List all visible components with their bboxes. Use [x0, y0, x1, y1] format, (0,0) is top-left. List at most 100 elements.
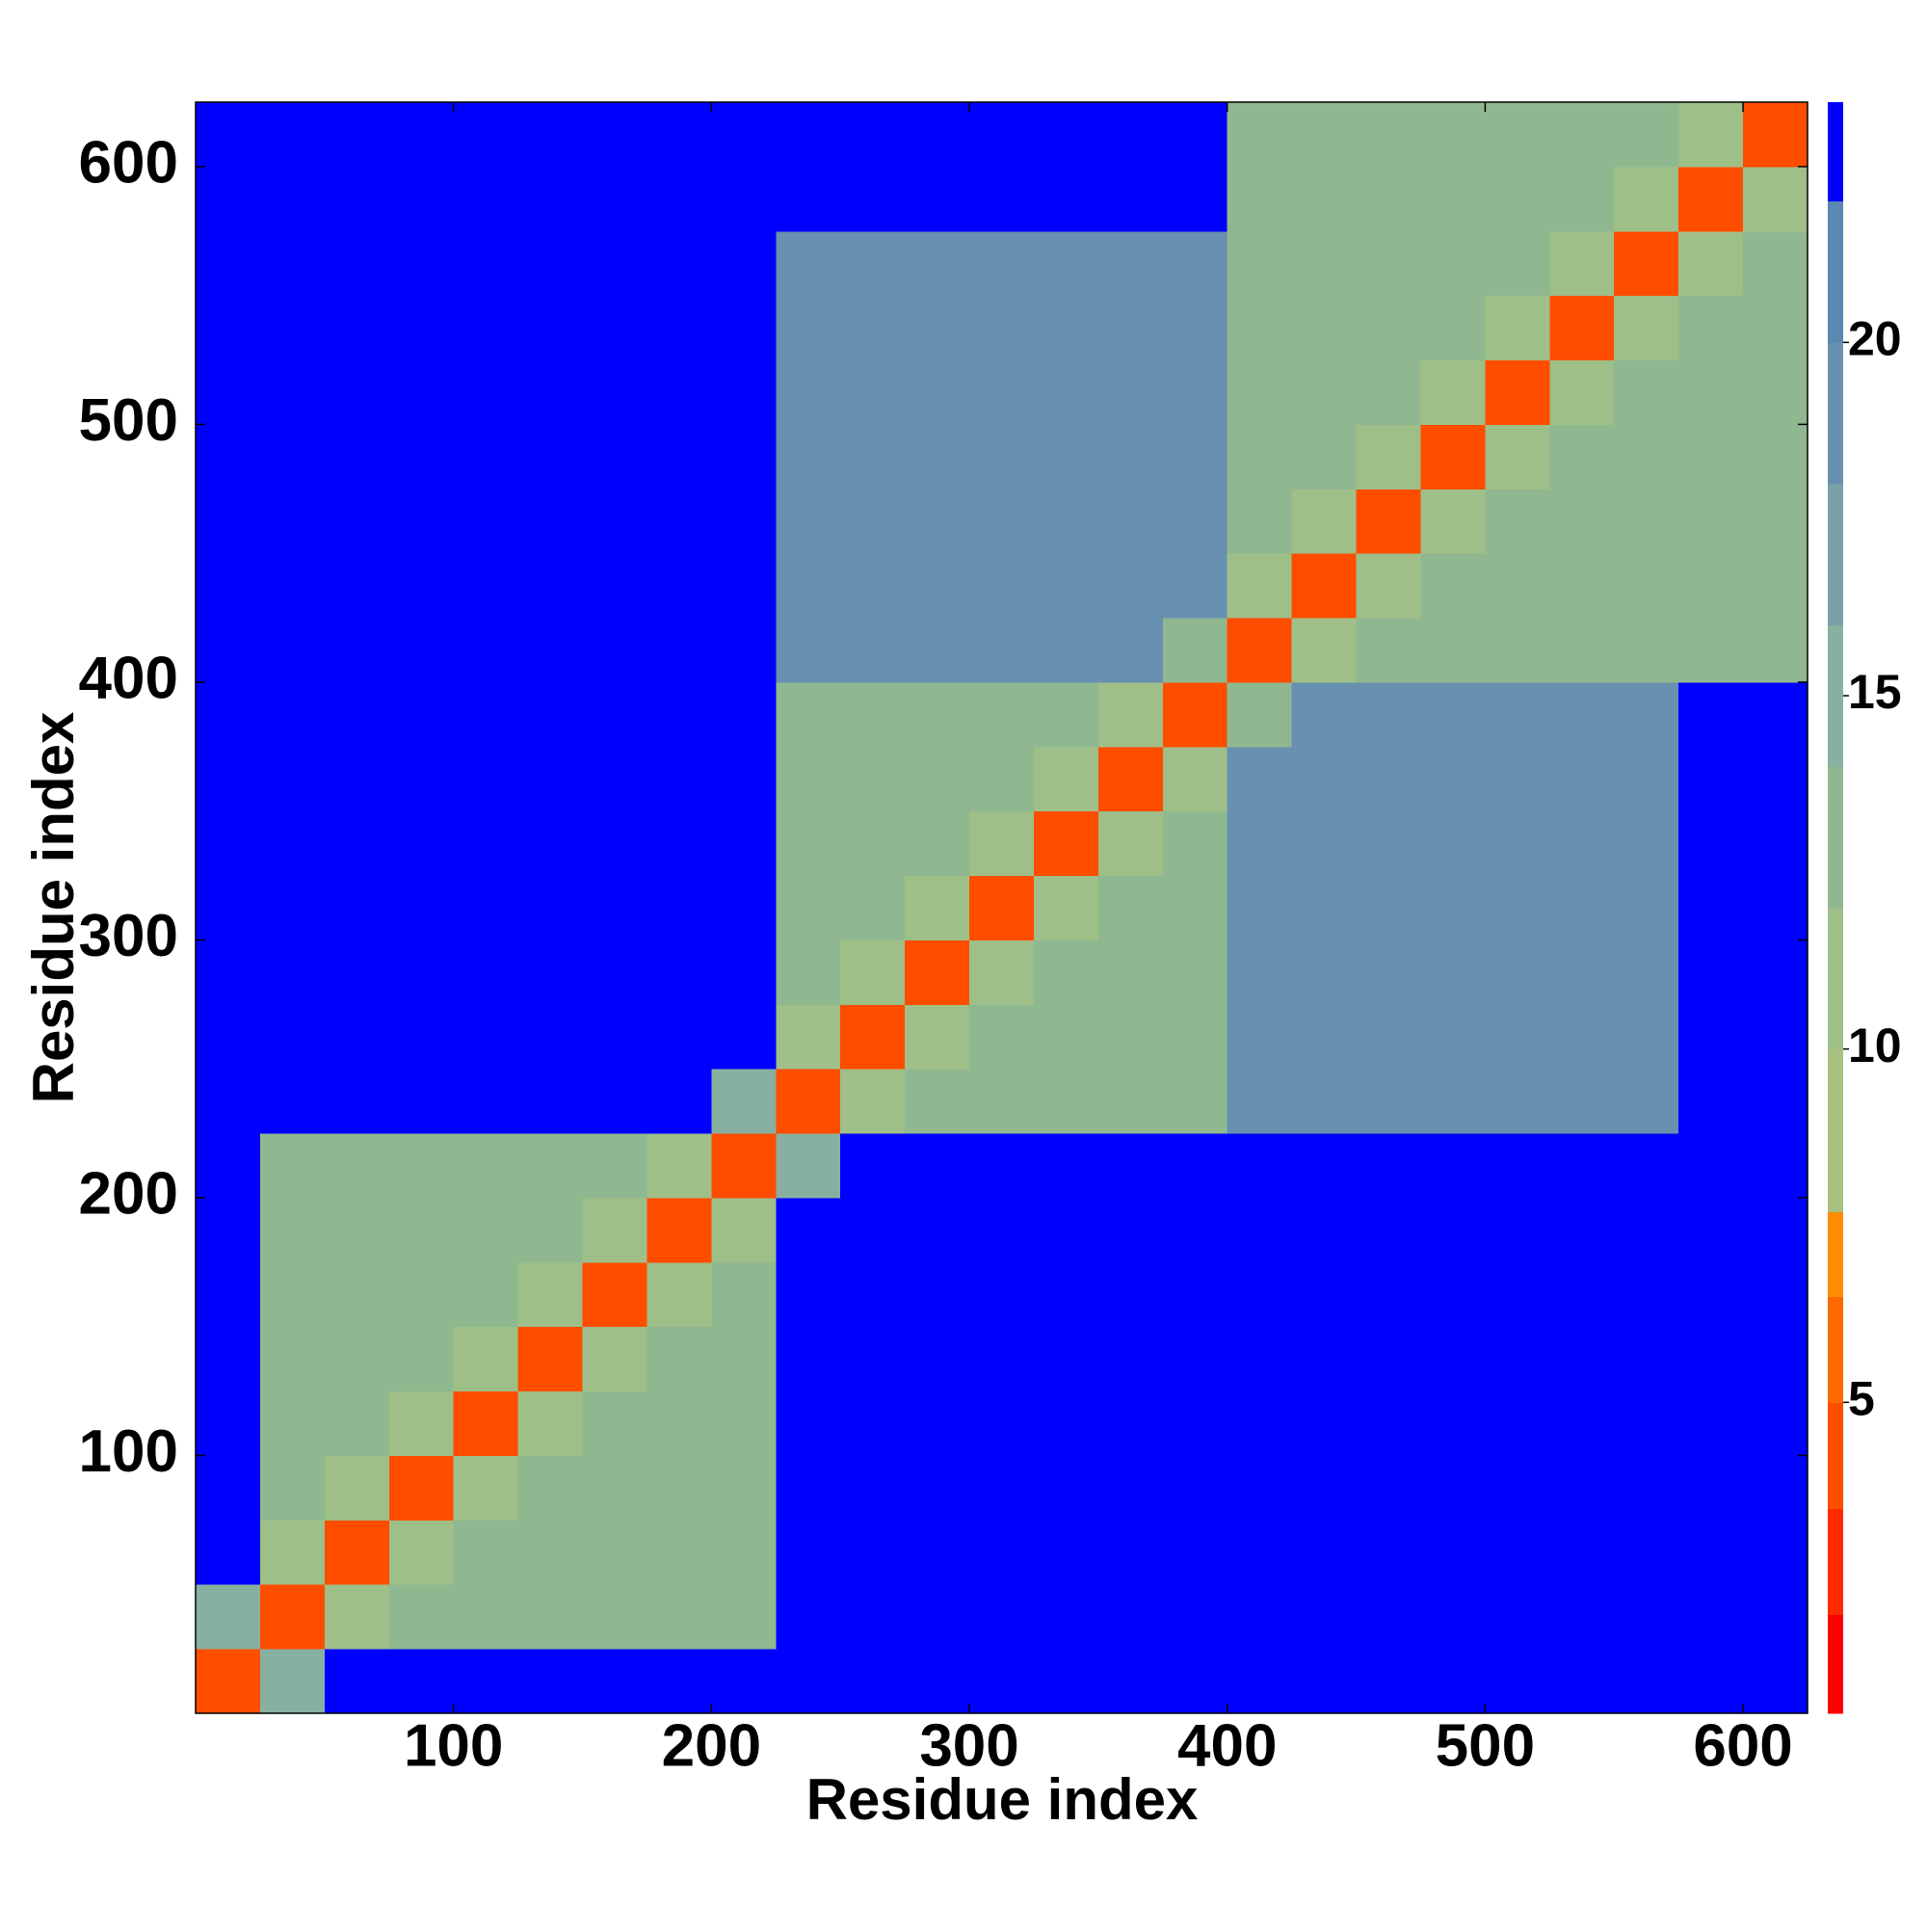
heatmap-cell: [324, 1390, 390, 1456]
heatmap-cell: [1485, 1004, 1550, 1070]
heatmap-cell: [1097, 618, 1164, 683]
heatmap-cell: [388, 359, 455, 425]
colorbar-band: [1828, 200, 1843, 343]
heatmap-cell: [388, 166, 455, 232]
heatmap-cell: [453, 295, 519, 361]
heatmap-cell: [517, 1197, 584, 1263]
heatmap-cell: [905, 1197, 970, 1263]
heatmap-cell: [1033, 1326, 1099, 1392]
heatmap-cell: [1097, 1261, 1164, 1328]
y-tick-label: 300: [79, 903, 178, 969]
heatmap-cell: [196, 1197, 261, 1263]
colorbar-band: [1828, 1296, 1843, 1403]
heatmap-cell: [1227, 1326, 1293, 1392]
heatmap-cell: [1614, 1649, 1679, 1714]
heatmap-cell: [1227, 102, 1293, 168]
heatmap-cell: [324, 1455, 390, 1521]
heatmap-cell: [453, 875, 519, 940]
heatmap-cell: [840, 424, 906, 490]
heatmap-cell: [840, 166, 906, 232]
heatmap-cell: [1614, 295, 1679, 361]
heatmap-cell: [453, 1584, 519, 1650]
colorbar-band: [1828, 1048, 1843, 1212]
heatmap-cell: [259, 424, 326, 490]
heatmap-cell: [1614, 102, 1679, 168]
heatmap-cell: [259, 553, 326, 619]
heatmap-cell: [1743, 875, 1808, 940]
heatmap-cell: [453, 940, 519, 1005]
heatmap-cell: [776, 746, 841, 812]
heatmap-cell: [1291, 1069, 1358, 1134]
heatmap-cell: [1614, 230, 1679, 297]
heatmap-cell: [517, 489, 584, 554]
heatmap-cell: [776, 166, 841, 232]
heatmap-cell: [711, 230, 777, 297]
heatmap-cell: [969, 681, 1035, 748]
heatmap-cell: [1420, 424, 1486, 490]
heatmap-cell: [1549, 1261, 1615, 1328]
heatmap-cell: [1033, 424, 1099, 490]
heatmap-cell: [905, 810, 970, 877]
heatmap-cell: [1097, 489, 1164, 554]
heatmap-cell: [1485, 553, 1550, 619]
y-tick-label: 100: [79, 1418, 178, 1485]
heatmap-cell: [1162, 746, 1228, 812]
colorbar-tick-label: 15: [1848, 665, 1902, 719]
heatmap-cell: [582, 295, 647, 361]
colorbar-band: [1828, 1508, 1843, 1615]
heatmap-cell: [453, 1649, 519, 1714]
heatmap-cell: [1678, 618, 1744, 683]
heatmap-cell: [905, 1069, 970, 1134]
heatmap-cell: [1549, 746, 1615, 812]
colorbar-band: [1828, 1614, 1843, 1714]
heatmap-cell: [1162, 295, 1228, 361]
heatmap-cell: [1743, 1520, 1808, 1585]
heatmap-cell: [711, 1326, 777, 1392]
heatmap-cell: [1033, 230, 1099, 297]
heatmap-cell: [1291, 1390, 1358, 1456]
heatmap-cell: [969, 489, 1035, 554]
heatmap-cell: [840, 1069, 906, 1134]
heatmap-cell: [840, 553, 906, 619]
heatmap-cell: [1356, 1455, 1421, 1521]
heatmap-cell: [1743, 940, 1808, 1005]
heatmap-cell: [647, 102, 712, 168]
heatmap-cell: [324, 1261, 390, 1328]
heatmap-cell: [647, 1649, 712, 1714]
heatmap-cell: [388, 230, 455, 297]
heatmap-cell: [196, 1004, 261, 1070]
heatmap-cell: [453, 166, 519, 232]
heatmap-cell: [840, 618, 906, 683]
heatmap-cell: [1097, 1069, 1164, 1134]
heatmap-cell: [1420, 295, 1486, 361]
heatmap-cell: [453, 359, 519, 425]
heatmap-cell: [1291, 1004, 1358, 1070]
heatmap-cell: [1485, 166, 1550, 232]
heatmap-cell: [1291, 1455, 1358, 1521]
heatmap-cell: [1678, 810, 1744, 877]
heatmap-cell: [517, 102, 584, 168]
heatmap-cell: [324, 681, 390, 748]
heatmap-cell: [388, 1261, 455, 1328]
heatmap-cell: [1485, 489, 1550, 554]
heatmap-cell: [1033, 1455, 1099, 1521]
heatmap-cell: [1033, 1197, 1099, 1263]
heatmap-cell: [647, 553, 712, 619]
heatmap-cell: [1743, 618, 1808, 683]
heatmap-cell: [840, 940, 906, 1005]
heatmap-cell: [259, 489, 326, 554]
heatmap-cell: [388, 1455, 455, 1521]
heatmap-cell: [1162, 1584, 1228, 1650]
heatmap-cell: [1227, 230, 1293, 297]
heatmap-cell: [1291, 618, 1358, 683]
heatmap-cell: [1549, 1649, 1615, 1714]
heatmap-cell: [1485, 681, 1550, 748]
heatmap-cell: [1549, 1390, 1615, 1456]
heatmap-cell: [1614, 681, 1679, 748]
heatmap-cell: [1420, 940, 1486, 1005]
heatmap-cell: [324, 553, 390, 619]
heatmap-cell: [259, 618, 326, 683]
heatmap-cell: [1227, 1390, 1293, 1456]
heatmap-cell: [259, 1197, 326, 1263]
